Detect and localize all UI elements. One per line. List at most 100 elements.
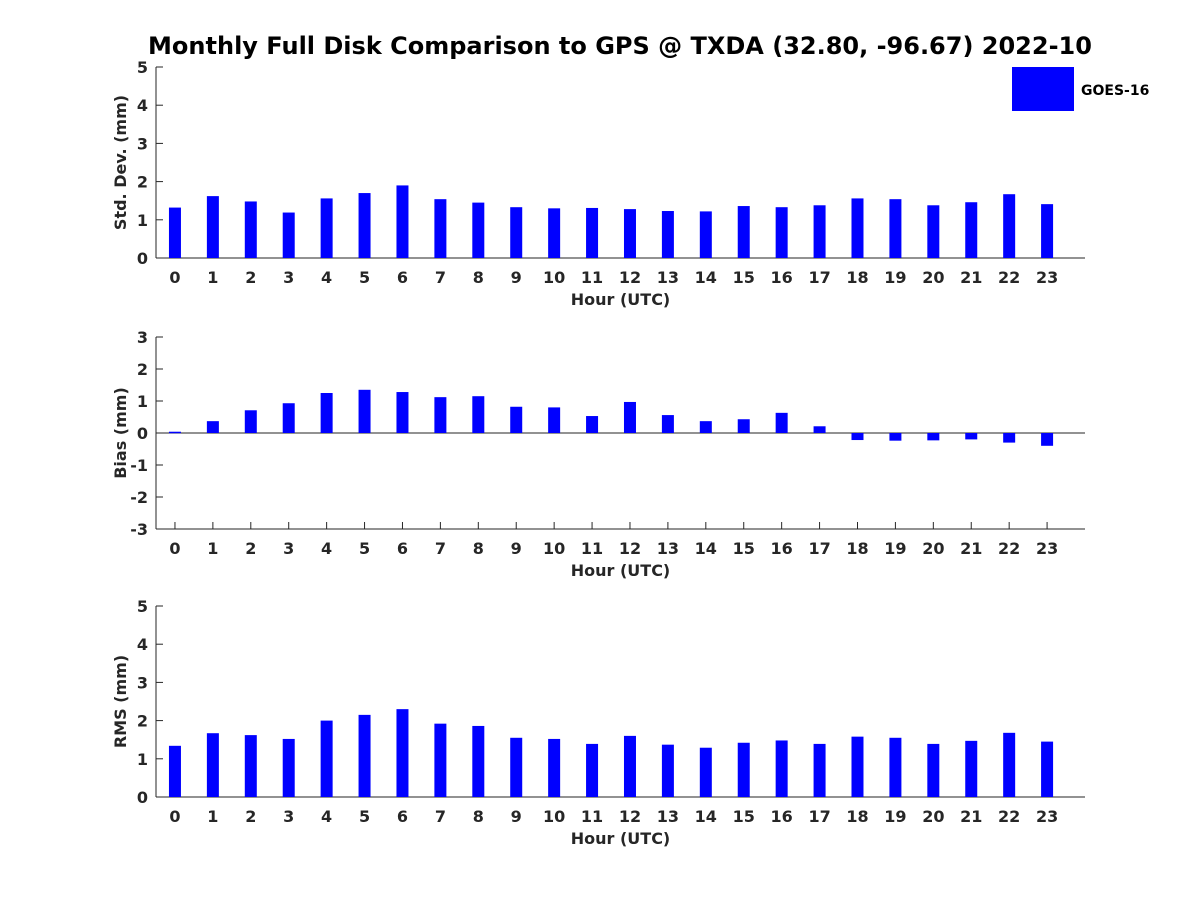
x-axis-label: Hour (UTC) <box>571 561 671 580</box>
bar-hour-3 <box>282 403 295 433</box>
bar-hour-10 <box>548 738 561 797</box>
x-tick-label: 22 <box>998 807 1020 826</box>
bar-hour-7 <box>434 397 447 433</box>
x-tick-label: 16 <box>771 268 793 287</box>
x-tick-label: 1 <box>207 539 218 558</box>
x-tick-label: 19 <box>884 268 906 287</box>
x-tick-label: 5 <box>359 807 370 826</box>
legend-swatch <box>1012 67 1074 111</box>
y-tick-label: 4 <box>137 635 148 654</box>
bar-hour-6 <box>396 185 409 258</box>
x-axis-label: Hour (UTC) <box>571 829 671 848</box>
bar-hour-23 <box>1041 204 1054 258</box>
bar-hour-15 <box>737 742 750 797</box>
bar-hour-5 <box>358 193 371 258</box>
x-tick-label: 12 <box>619 268 641 287</box>
x-tick-label: 3 <box>283 268 294 287</box>
bar-hour-17 <box>813 426 826 433</box>
x-tick-label: 9 <box>511 268 522 287</box>
bar-hour-19 <box>889 737 902 797</box>
bar-hour-1 <box>206 421 219 433</box>
x-tick-label: 2 <box>245 807 256 826</box>
x-tick-label: 1 <box>207 268 218 287</box>
x-tick-label: 4 <box>321 807 332 826</box>
bar-hour-16 <box>775 740 788 797</box>
bar-hour-13 <box>661 415 674 433</box>
x-tick-label: 17 <box>808 268 830 287</box>
x-tick-label: 17 <box>808 807 830 826</box>
y-axis-label: RMS (mm) <box>111 655 130 748</box>
x-tick-label: 10 <box>543 268 565 287</box>
x-tick-label: 19 <box>884 807 906 826</box>
bar-hour-8 <box>472 396 485 433</box>
x-tick-label: 7 <box>435 539 446 558</box>
bar-hour-14 <box>699 747 712 797</box>
bar-hour-2 <box>244 735 257 797</box>
x-tick-label: 4 <box>321 539 332 558</box>
bar-hour-8 <box>472 202 485 258</box>
bar-hour-16 <box>775 412 788 433</box>
x-tick-label: 22 <box>998 539 1020 558</box>
x-tick-label: 11 <box>581 539 603 558</box>
x-tick-label: 5 <box>359 268 370 287</box>
bar-hour-17 <box>813 743 826 797</box>
x-tick-label: 6 <box>397 268 408 287</box>
bar-hour-16 <box>775 207 788 258</box>
bar-hour-9 <box>510 737 523 797</box>
bar-hour-12 <box>623 735 636 797</box>
bar-hour-20 <box>927 433 940 441</box>
x-tick-label: 14 <box>695 268 717 287</box>
y-axis-label: Bias (mm) <box>111 387 130 479</box>
bar-hour-9 <box>510 406 523 433</box>
bar-hour-0 <box>168 745 181 797</box>
y-tick-label: 3 <box>137 134 148 153</box>
bar-hour-13 <box>661 744 674 797</box>
bar-hour-0 <box>168 431 181 434</box>
bar-hour-6 <box>396 392 409 433</box>
bar-hour-14 <box>699 211 712 258</box>
bar-hour-20 <box>927 743 940 797</box>
bar-hour-18 <box>851 736 864 797</box>
x-tick-label: 6 <box>397 807 408 826</box>
y-tick-label: 0 <box>137 788 148 807</box>
y-tick-label: 5 <box>137 597 148 616</box>
x-tick-label: 9 <box>511 807 522 826</box>
bar-hour-3 <box>282 738 295 797</box>
y-tick-label: 5 <box>137 58 148 77</box>
y-tick-label: 0 <box>137 424 148 443</box>
bar-hour-20 <box>927 205 940 258</box>
bar-hour-2 <box>244 201 257 258</box>
bar-hour-8 <box>472 725 485 797</box>
bar-hour-9 <box>510 207 523 258</box>
bar-hour-11 <box>586 207 599 258</box>
bar-hour-23 <box>1041 433 1054 446</box>
x-tick-label: 15 <box>733 807 755 826</box>
bar-hour-23 <box>1041 741 1054 797</box>
x-tick-label: 8 <box>473 539 484 558</box>
x-tick-label: 6 <box>397 539 408 558</box>
x-tick-label: 14 <box>695 807 717 826</box>
bar-hour-6 <box>396 709 409 797</box>
y-tick-label: 2 <box>137 712 148 731</box>
bar-hour-10 <box>548 208 561 258</box>
x-tick-label: 12 <box>619 539 641 558</box>
y-tick-label: -2 <box>130 488 148 507</box>
x-tick-label: 4 <box>321 268 332 287</box>
x-tick-label: 17 <box>808 539 830 558</box>
x-tick-label: 18 <box>846 539 868 558</box>
bar-hour-11 <box>586 416 599 433</box>
bar-hour-4 <box>320 198 333 258</box>
bar-hour-15 <box>737 419 750 433</box>
bar-hour-1 <box>206 733 219 797</box>
y-tick-label: -1 <box>130 456 148 475</box>
bar-hour-0 <box>168 207 181 258</box>
x-tick-label: 7 <box>435 268 446 287</box>
x-tick-label: 18 <box>846 807 868 826</box>
y-axis-label: Std. Dev. (mm) <box>111 95 130 230</box>
y-tick-label: 3 <box>137 328 148 347</box>
x-tick-label: 15 <box>733 539 755 558</box>
x-tick-label: 22 <box>998 268 1020 287</box>
